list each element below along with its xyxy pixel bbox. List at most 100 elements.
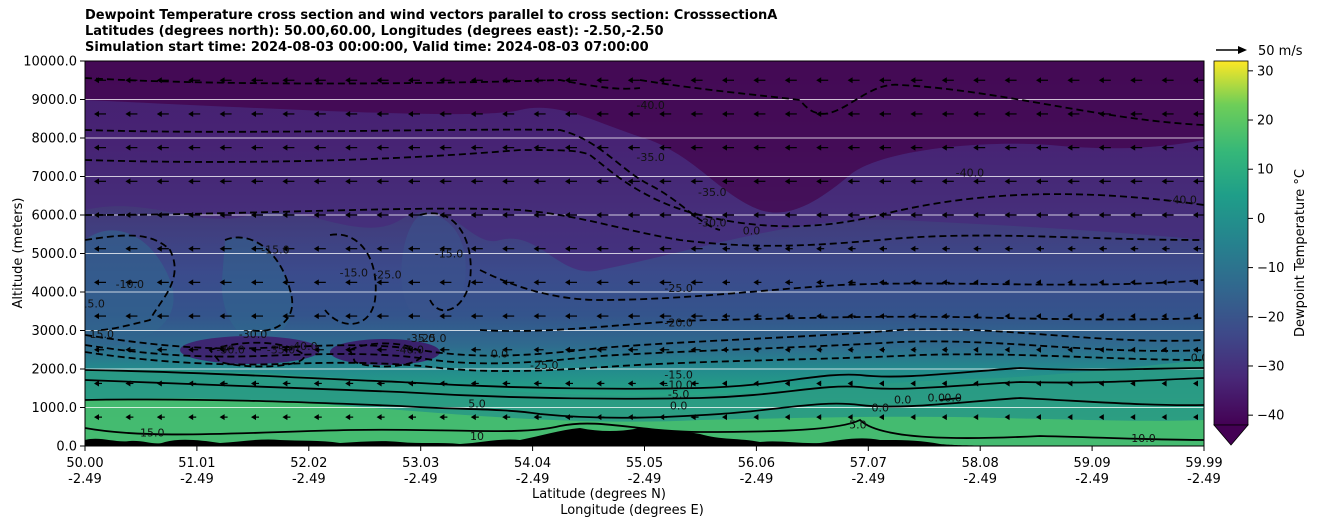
wind-arrow [156,212,169,218]
wind-arrow [847,313,856,320]
wind-arrow [533,212,546,218]
wind-arrow [439,279,452,286]
wind-arrow [784,178,797,185]
contour-path [85,128,721,231]
wind-arrow [1193,380,1198,387]
wind-arrow [376,346,387,353]
x-tick-label-lon: -2.49 [628,472,662,487]
wind-arrow [1067,279,1073,286]
wind-arrow [879,279,887,286]
wind-arrow [816,346,823,353]
wind-arrow [816,212,829,218]
wind-arrow [470,110,483,117]
contour-label: -15.0 [664,369,692,382]
contour-path [85,418,1204,441]
wind-arrow [879,110,891,117]
colorbar-label: Dewpoint Temperature °C [1293,169,1308,337]
wind-arrow [282,414,291,421]
wind-arrow [345,110,358,117]
wind-arrow [1098,77,1111,84]
wind-arrow [251,212,263,218]
wind-arrow [282,346,293,353]
y-axis-label: Altitude (meters) [11,198,26,309]
y-tick-label: 9000.0 [32,93,78,108]
wind-arrow [470,313,483,320]
wind-arrow [596,245,609,252]
wind-arrow [94,346,104,353]
wind-arrow [753,346,760,353]
x-tick-label-lat: 59.99 [1185,456,1222,471]
wind-arrow [565,279,577,286]
wind-arrow [1161,380,1167,387]
contour-label: -15.0 [435,247,463,260]
wind-arrow [879,144,891,151]
wind-arrow [251,313,263,320]
wind-arrow [722,245,730,252]
wind-arrow [565,178,577,185]
wind-arrow [313,279,326,286]
wind-arrow [219,144,232,151]
quiver-key-arrowhead [1238,46,1247,54]
wind-arrow [753,245,762,252]
wind-arrow [596,110,609,117]
wind-arrow [408,245,420,252]
wind-arrow [1130,279,1136,286]
wind-arrow [345,212,358,218]
moist-region-midleft [221,237,293,340]
wind-arrow [1130,212,1143,218]
wind-arrow [1004,346,1010,353]
wind-arrow [659,110,672,117]
wind-arrow [345,414,354,421]
wind-arrow [439,414,448,421]
contour-label: -25.0 [373,269,401,282]
wind-arrow [188,212,201,218]
contours-negative [85,77,1204,372]
wind-arrow [941,77,954,84]
wind-arrow [847,414,853,421]
x-tick-label-lat: 57.07 [850,456,887,471]
wind-arrow [1004,279,1010,286]
wind-arrow [1067,414,1073,421]
contour-label: 10.0 [1131,432,1156,445]
contour-label: 0.0 [928,392,946,405]
wind-arrow [596,414,605,421]
wind-arrow [376,414,385,421]
wind-arrow [470,279,483,286]
wind-arrow [1098,313,1104,320]
wind-arrow [439,212,452,218]
quiver-key-label: 50 m/s [1258,44,1303,59]
wind-arrow [753,279,762,286]
wind-arrow [408,346,418,353]
contour-label: 0.0 [670,399,688,412]
wind-arrow [596,77,609,84]
contour-label: -40.0 [636,99,664,112]
wind-arrow [816,144,829,151]
wind-arrow [879,414,884,421]
wind-arrow [1036,110,1048,117]
terrain [85,428,1204,446]
wind-arrow [1004,77,1017,84]
wind-arrow [1036,144,1048,151]
wind-arrow [502,212,515,218]
y-tick-label: 5000.0 [32,247,78,262]
wind-arrow [282,245,295,252]
boundary-layer-warm [85,398,1204,446]
contour-label: 15.0 [140,426,165,439]
wind-arrow [847,77,860,84]
wind-arrow [722,279,730,286]
wind-arrow [627,212,640,218]
wind-arrow [1161,414,1167,421]
wind-arrow [94,110,106,117]
contour-label: -10.0 [664,378,692,391]
wind-arrow [941,313,950,320]
wind-vectors [94,77,1204,421]
wind-arrow [502,144,515,151]
wind-arrow [376,245,389,252]
wind-arrow [784,110,797,117]
x-tick-label-lat: 53.03 [402,456,439,471]
wind-arrow [345,346,356,353]
wind-arrow [565,77,577,84]
wind-arrow [690,212,703,218]
wind-arrow [313,414,322,421]
wind-arrow [816,414,822,421]
